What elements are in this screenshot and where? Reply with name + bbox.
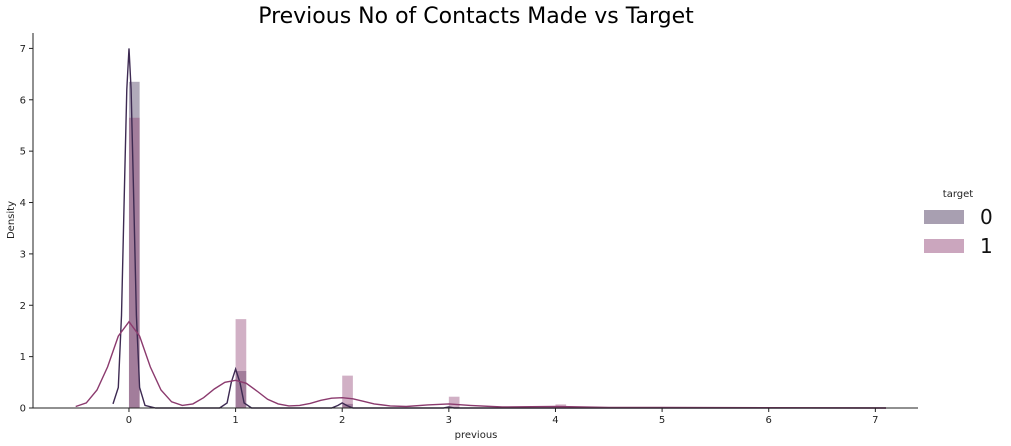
x-tick-label: 0 xyxy=(126,415,132,426)
x-tick-label: 5 xyxy=(659,415,665,426)
y-tick-label: 6 xyxy=(20,95,26,106)
y-tick-label: 0 xyxy=(20,404,26,415)
x-tick-label: 7 xyxy=(872,415,878,426)
bar-series1-bin3 xyxy=(448,396,460,408)
y-tick-label: 3 xyxy=(20,249,26,260)
y-tick-label: 1 xyxy=(20,352,26,363)
y-ticks: 0 1 2 3 4 5 6 7 xyxy=(20,44,33,415)
x-axis-label: previous xyxy=(455,430,498,441)
y-tick-label: 2 xyxy=(20,301,26,312)
x-tick-label: 3 xyxy=(446,415,452,426)
bar-series1-bin2 xyxy=(342,375,353,408)
bar-series1-bin0 xyxy=(128,117,140,408)
axes xyxy=(32,33,918,409)
y-tick-label: 4 xyxy=(20,198,26,209)
x-tick-label: 1 xyxy=(232,415,238,426)
kde-line-series0 xyxy=(112,48,886,409)
y-tick-label: 7 xyxy=(20,44,26,55)
x-tick-label: 2 xyxy=(339,415,345,426)
x-ticks: 0 1 2 3 4 5 6 7 xyxy=(126,408,879,426)
y-axis-label: Density xyxy=(6,201,17,239)
bar-series1-bin1 xyxy=(235,319,247,408)
legend-title: target xyxy=(943,189,973,200)
chart-title: Previous No of Contacts Made vs Target xyxy=(258,4,694,29)
legend-label-0: 0 xyxy=(980,205,993,229)
x-tick-label: 4 xyxy=(552,415,558,426)
legend-swatch-0 xyxy=(924,210,964,224)
legend-swatch-1 xyxy=(924,239,964,253)
histogram-bars xyxy=(128,81,567,409)
x-tick-label: 6 xyxy=(766,415,772,426)
legend-label-1: 1 xyxy=(980,234,993,258)
y-tick-label: 5 xyxy=(20,147,26,158)
kde-line-series1 xyxy=(75,320,887,409)
legend: target 0 1 xyxy=(924,189,993,258)
kde-curves xyxy=(75,48,887,409)
